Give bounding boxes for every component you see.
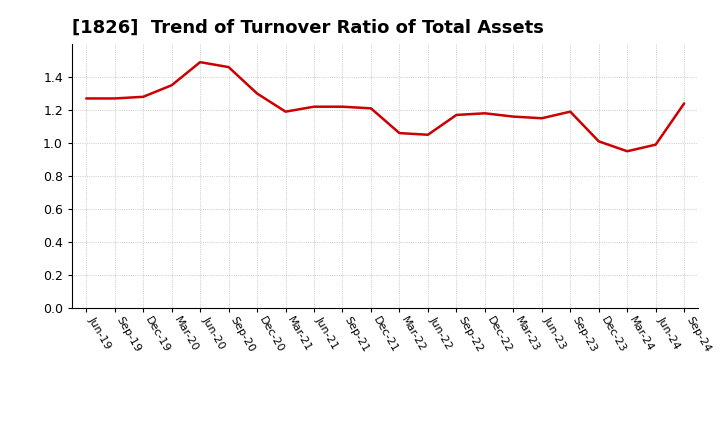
Text: [1826]  Trend of Turnover Ratio of Total Assets: [1826] Trend of Turnover Ratio of Total … [72, 19, 544, 37]
